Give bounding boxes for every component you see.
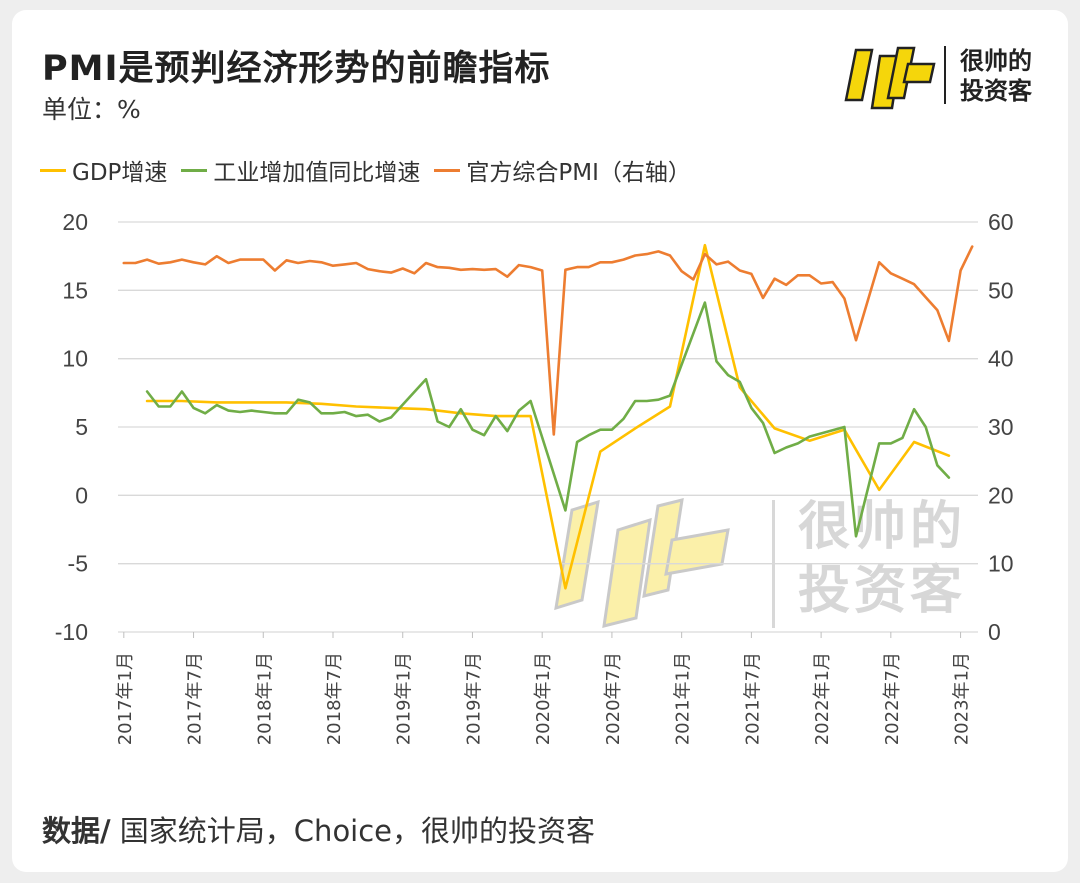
x-tick-label: 2019年7月 bbox=[463, 652, 484, 745]
watermark-text: 很帅的 投资客 bbox=[798, 495, 966, 623]
x-tick-label: 2018年1月 bbox=[254, 652, 275, 745]
x-tick-label: 2021年1月 bbox=[673, 652, 694, 745]
source-label: 数据/ bbox=[42, 814, 111, 848]
brand-name-line2: 投资客 bbox=[960, 77, 1032, 105]
y-tick-left: -10 bbox=[55, 619, 88, 645]
y-tick-right: 30 bbox=[988, 414, 1014, 440]
watermark-logo-icon bbox=[554, 497, 730, 628]
y-tick-left: 15 bbox=[62, 277, 88, 303]
brand-name: 很帅的 投资客 bbox=[960, 46, 1032, 106]
x-tick-label: 2019年1月 bbox=[394, 652, 415, 745]
y-tick-right: 10 bbox=[988, 551, 1014, 577]
y-tick-left: -5 bbox=[68, 551, 88, 577]
brand-name-line1: 很帅的 bbox=[960, 47, 1032, 75]
legend-swatch-industrial bbox=[181, 168, 208, 172]
legend-item-gdp: GDP增速 bbox=[40, 153, 167, 187]
legend-item-pmi: 官方综合PMI（右轴） bbox=[434, 153, 691, 187]
x-tick-label: 2017年1月 bbox=[115, 652, 136, 745]
legend-label-industrial: 工业增加值同比增速 bbox=[213, 160, 421, 186]
legend: GDP增速 工业增加值同比增速 官方综合PMI（右轴） bbox=[40, 150, 705, 190]
legend-label-pmi: 官方综合PMI（右轴） bbox=[466, 160, 691, 186]
y-tick-right: 20 bbox=[988, 482, 1014, 508]
brand-separator bbox=[944, 46, 946, 104]
legend-swatch-gdp bbox=[40, 168, 66, 172]
gdp-line bbox=[145, 243, 951, 590]
watermark-line1: 很帅的 bbox=[798, 497, 967, 557]
y-tick-right: 60 bbox=[988, 209, 1014, 235]
y-tick-left: 5 bbox=[75, 414, 88, 440]
x-tick-label: 2022年1月 bbox=[812, 652, 833, 745]
x-tick-label: 2021年7月 bbox=[742, 652, 763, 745]
x-tick-label: 2020年1月 bbox=[533, 652, 554, 745]
x-tick-label: 2023年1月 bbox=[952, 652, 973, 745]
source-text: 国家统计局，Choice，很帅的投资客 bbox=[110, 814, 596, 848]
y-tick-left: 20 bbox=[62, 209, 88, 235]
x-tick-label: 2018年7月 bbox=[324, 652, 345, 745]
chart-title: PMI是预判经济形势的前瞻指标 bbox=[42, 49, 551, 89]
y-tick-right: 0 bbox=[988, 619, 1001, 645]
y-tick-left: 10 bbox=[62, 346, 88, 372]
y-tick-right: 40 bbox=[988, 346, 1014, 372]
x-tick-label: 2020年7月 bbox=[603, 652, 624, 745]
pmi-line bbox=[122, 245, 974, 436]
data-source: 数据/ 国家统计局，Choice，很帅的投资客 bbox=[42, 808, 595, 850]
chart-card: PMI是预判经济形势的前瞻指标 单位：% 很帅的 投资客 GDP增速 工业增加值… bbox=[12, 10, 1068, 872]
x-tick-label: 2017年7月 bbox=[185, 652, 206, 745]
industrial-line bbox=[145, 301, 951, 538]
x-tick-label: 2022年7月 bbox=[882, 652, 903, 745]
legend-swatch-pmi bbox=[434, 168, 461, 172]
y-tick-right: 50 bbox=[988, 277, 1014, 303]
legend-label-gdp: GDP增速 bbox=[72, 160, 168, 186]
watermark-line2: 投资客 bbox=[798, 561, 967, 621]
unit-label: 单位：% bbox=[42, 95, 141, 124]
y-tick-left: 0 bbox=[75, 482, 88, 508]
legend-item-industrial: 工业增加值同比增速 bbox=[181, 153, 420, 187]
brand-logo-icon bbox=[844, 46, 936, 110]
